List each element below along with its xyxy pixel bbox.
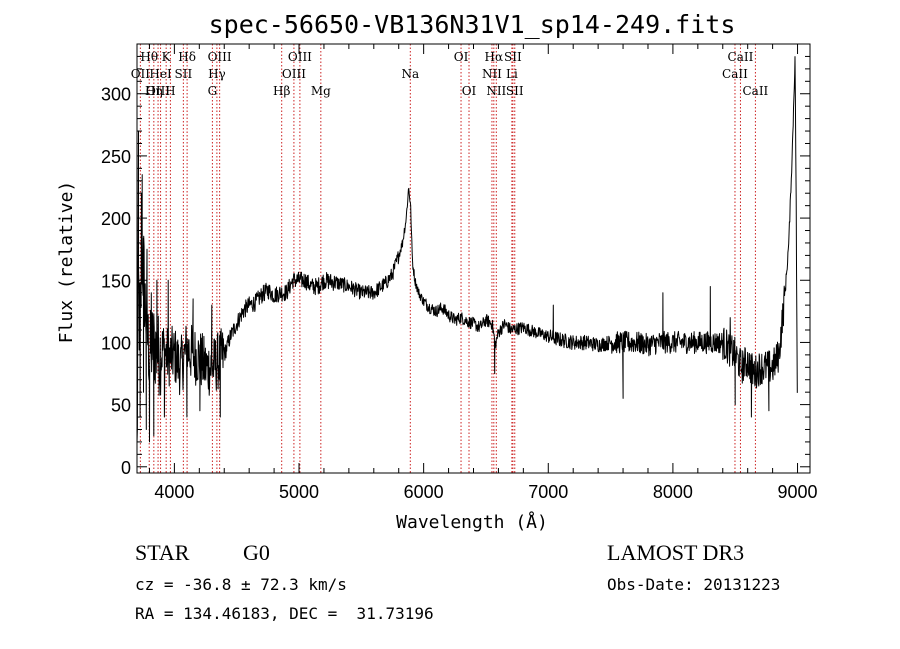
spectral-line-label: Hθ — [140, 50, 158, 64]
survey-name: LAMOST DR3 — [607, 540, 745, 565]
coordinates-readout: RA = 134.46183, DEC = 31.73196 — [135, 604, 434, 623]
spectral-line-label: Li — [506, 67, 518, 81]
spectral-line-label: H — [165, 84, 175, 98]
spectral-line-label: CaII — [728, 50, 754, 64]
object-class: STAR — [135, 540, 190, 565]
axis-ticks — [137, 43, 810, 473]
spectral-line-label: NII — [482, 67, 502, 81]
y-tick-label: 300 — [101, 85, 131, 105]
spectral-line-label: OIII — [208, 50, 232, 64]
spectral-line-label: K — [162, 50, 172, 64]
spectral-line-label: SII — [506, 84, 524, 98]
axis-tick-labels: 4000 5000 6000 7000 8000 9000 0 50 100 150 200 250 3… — [101, 85, 818, 502]
spectral-line-label: SII — [175, 67, 193, 81]
spectral-line-label: Hα — [485, 50, 504, 64]
spectral-line-label: OII — [131, 67, 151, 81]
spectral-line-label: OI — [462, 84, 477, 98]
x-tick-label: 9000 — [778, 482, 818, 502]
spectral-line-label: NII — [486, 84, 506, 98]
y-tick-label: 200 — [101, 209, 131, 229]
y-tick-label: 50 — [111, 396, 131, 416]
spectrum-series — [136, 56, 798, 444]
spectral-line-label: Hδ — [178, 50, 196, 64]
spectral-line-label: OI — [454, 50, 469, 64]
spectral-line-label: CaII — [742, 84, 768, 98]
chart-title: spec-56650-VB136N31V1_sp14-249.fits — [209, 10, 736, 39]
x-tick-label: 7000 — [528, 482, 568, 502]
spectral-line-label: Hβ — [273, 84, 290, 98]
y-tick-label: 0 — [121, 458, 131, 478]
x-tick-label: 6000 — [404, 482, 444, 502]
spectral-line-label: Hη — [145, 84, 163, 98]
spectral-line-label: OIII — [146, 84, 170, 98]
spectral-line-label: OIII — [282, 67, 306, 81]
y-tick-label: 250 — [101, 147, 131, 167]
spectral-line-label: HeI — [149, 67, 172, 81]
y-tick-label: 150 — [101, 271, 131, 291]
x-tick-label: 5000 — [279, 482, 319, 502]
spectral-line-label: CaII — [722, 67, 748, 81]
x-tick-label: 8000 — [653, 482, 693, 502]
redshift-readout: cz = -36.8 ± 72.3 km/s — [135, 575, 347, 594]
x-tick-label: 4000 — [154, 482, 194, 502]
spectral-line-label: G — [208, 84, 218, 98]
spectral-line-markers — [139, 44, 756, 473]
observation-date: Obs-Date: 20131223 — [607, 575, 781, 594]
spectral-line-label: Hγ — [208, 67, 226, 81]
spectral-line-label: OIII — [288, 50, 312, 64]
spectral-line-label: Mg — [311, 84, 331, 98]
spectrum-line — [136, 56, 798, 444]
y-tick-label: 100 — [101, 333, 131, 353]
spectral-line-label: Na — [401, 67, 419, 81]
spectral-line-label: SII — [504, 50, 522, 64]
plot-frame — [136, 43, 811, 474]
object-subclass: G0 — [243, 540, 270, 565]
y-axis-label: Flux (relative) — [56, 181, 77, 344]
x-axis-label: Wavelength (Å) — [396, 511, 548, 533]
